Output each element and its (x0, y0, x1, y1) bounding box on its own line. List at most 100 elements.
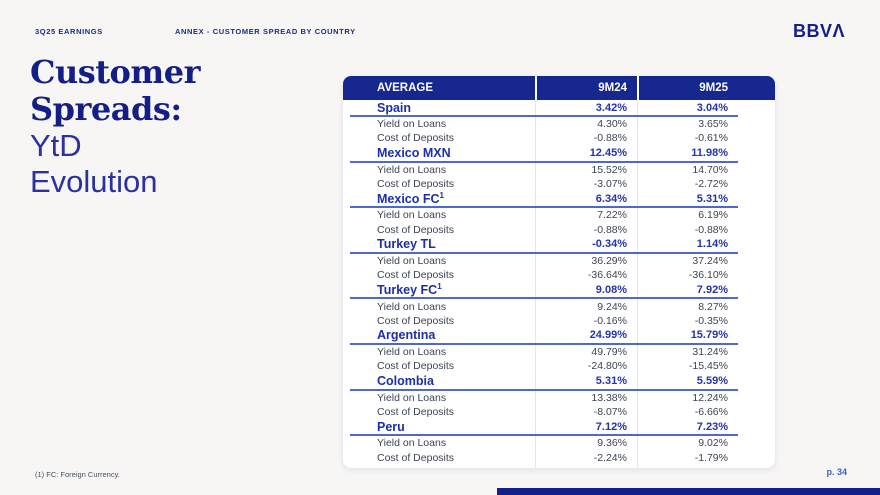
country-spread-value: 9.08% (595, 283, 627, 296)
table-row-country: Turkey TL -0.34% 1.14% (350, 237, 738, 254)
table-row-detail: Cost of Deposits -2.24% -1.79% (350, 450, 738, 464)
table-row-detail: Cost of Deposits -24.80% -15.45% (350, 359, 738, 373)
table-row-detail: Yield on Loans 36.29% 37.24% (350, 254, 738, 268)
detail-value: 36.29% (591, 254, 627, 267)
country-spread-value: 1.14% (696, 238, 728, 251)
table-row-country: Colombia 5.31% 5.59% (350, 374, 738, 391)
detail-value: -0.35% (694, 314, 728, 327)
detail-value: 31.24% (692, 346, 728, 359)
country-spread-value: 3.04% (696, 101, 728, 114)
title-line-evolution: Evolution (30, 164, 158, 199)
header-divider (637, 76, 639, 100)
table-row-detail: Cost of Deposits -3.07% -2.72% (350, 177, 738, 191)
country-spread-value: -0.34% (592, 238, 627, 251)
country-spread-value: 12.45% (589, 147, 627, 160)
header-divider (535, 76, 537, 100)
section-breadcrumb: ANNEX - CUSTOMER SPREAD BY COUNTRY (175, 27, 356, 36)
table-row-detail: Cost of Deposits -0.16% -0.35% (350, 314, 738, 328)
country-spread-value: 5.31% (696, 192, 728, 205)
detail-label: Yield on Loans (377, 118, 447, 131)
country-spread-value: 7.23% (696, 420, 728, 433)
detail-value: 9.02% (698, 437, 728, 450)
table-row-detail: Cost of Deposits -8.07% -6.66% (350, 405, 738, 419)
country-spread-value: 15.79% (690, 329, 728, 342)
title-line-ytd: YtD (30, 128, 82, 163)
country-spread-value: 7.12% (595, 420, 627, 433)
table-row-country: Mexico MXN 12.45% 11.98% (350, 146, 738, 163)
detail-value: -0.88% (593, 132, 627, 145)
table-row-detail: Yield on Loans 15.52% 14.70% (350, 163, 738, 177)
detail-label: Cost of Deposits (377, 178, 455, 191)
country-name: Turkey TL (377, 237, 436, 252)
table-row-detail: Yield on Loans 4.30% 3.65% (350, 117, 738, 131)
column-header-average: AVERAGE (377, 82, 434, 94)
title-line-spreads: Spreads: (30, 90, 182, 128)
country-spread-value: 6.34% (595, 192, 627, 205)
column-header-9m24: 9M24 (598, 82, 627, 94)
detail-value: -8.07% (593, 406, 627, 418)
table-row-country: Peru 7.12% 7.23% (350, 419, 738, 437)
table-row-detail: Yield on Loans 49.79% 31.24% (350, 345, 738, 359)
page-number: p. 34 (826, 467, 847, 477)
bbva-logo: BBVΛ (792, 21, 845, 41)
table-row-detail: Cost of Deposits -36.64% -36.10% (350, 268, 738, 282)
table-row-detail: Yield on Loans 13.38% 12.24% (350, 391, 738, 405)
table-row-country: Spain 3.42% 3.04% (350, 100, 738, 117)
detail-label: Yield on Loans (377, 391, 447, 404)
country-spread-value: 5.59% (696, 375, 728, 388)
detail-label: Cost of Deposits (377, 269, 455, 282)
detail-value: -3.07% (593, 178, 627, 191)
page-title: Customer Spreads: YtD Evolution (30, 54, 200, 200)
detail-value: 13.38% (591, 391, 627, 404)
table-row-detail: Cost of Deposits -0.88% -0.61% (350, 131, 738, 145)
detail-value: 9.36% (597, 437, 627, 450)
table-header-row: AVERAGE 9M24 9M25 (343, 76, 775, 100)
spreads-table-card: AVERAGE 9M24 9M25 Spain 3.42% 3.04% Yield o… (343, 76, 775, 468)
column-header-9m25: 9M25 (699, 82, 728, 94)
country-spread-value: 5.31% (595, 375, 627, 388)
detail-label: Cost of Deposits (377, 451, 455, 464)
detail-label: Yield on Loans (377, 346, 447, 359)
detail-label: Cost of Deposits (377, 314, 455, 327)
detail-value: 6.19% (698, 209, 728, 222)
detail-value: 14.70% (692, 163, 728, 176)
column-divider (637, 100, 638, 468)
detail-value: -2.24% (593, 451, 627, 464)
detail-value: -2.72% (694, 178, 728, 191)
detail-label: Cost of Deposits (377, 406, 455, 418)
country-spread-value: 3.42% (595, 101, 627, 114)
detail-value: -1.79% (694, 451, 728, 464)
detail-label: Yield on Loans (377, 163, 447, 176)
deck-label: 3Q25 EARNINGS (35, 27, 103, 36)
title-line-customer: Customer (30, 53, 200, 91)
detail-value: 9.24% (597, 300, 627, 313)
detail-value: -0.16% (593, 314, 627, 327)
country-name: Spain (377, 100, 412, 115)
detail-value: -6.66% (694, 406, 728, 418)
detail-label: Cost of Deposits (377, 360, 455, 373)
detail-value: -15.45% (688, 360, 728, 373)
detail-value: -36.10% (688, 269, 728, 282)
detail-label: Cost of Deposits (377, 223, 455, 236)
table-row-country: Turkey FC1 9.08% 7.92% (350, 281, 738, 300)
detail-value: 49.79% (591, 346, 627, 359)
country-name: Mexico MXN (377, 146, 451, 161)
table-row-detail: Yield on Loans 7.22% 6.19% (350, 208, 738, 222)
detail-value: 37.24% (692, 254, 728, 267)
detail-label: Yield on Loans (377, 437, 447, 450)
detail-label: Cost of Deposits (377, 132, 455, 145)
detail-value: -24.80% (587, 360, 627, 373)
detail-value: -36.64% (587, 269, 627, 282)
footnote: (1) FC: Foreign Currency. (35, 470, 120, 479)
country-spread-value: 7.92% (696, 283, 728, 296)
detail-value: 12.24% (692, 391, 728, 404)
detail-value: 8.27% (698, 300, 728, 313)
deck-progress-bar (497, 488, 880, 495)
table-row-country: Argentina 24.99% 15.79% (350, 328, 738, 345)
country-name: Turkey FC1 (377, 281, 442, 297)
country-name: Mexico FC1 (377, 190, 444, 206)
detail-value: 7.22% (597, 209, 627, 222)
detail-value: 4.30% (597, 118, 627, 131)
table-row-country: Mexico FC1 6.34% 5.31% (350, 190, 738, 209)
country-name: Colombia (377, 374, 434, 389)
